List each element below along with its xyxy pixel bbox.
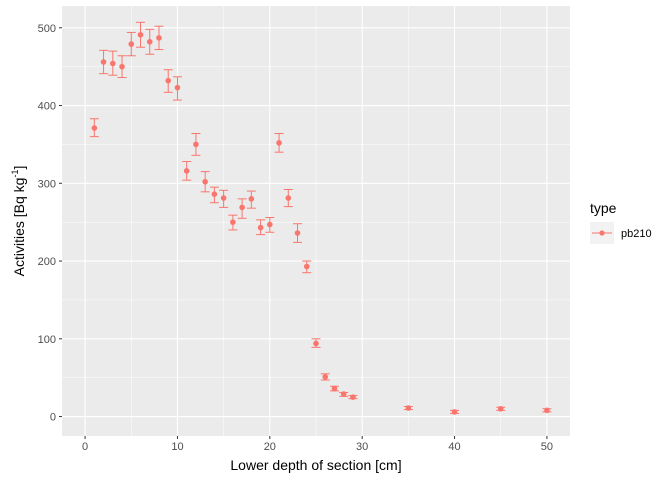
y-tick-label: 0 <box>50 412 56 424</box>
y-axis-title-main: Activities [Bq kg <box>11 178 27 277</box>
data-point <box>110 60 116 67</box>
data-point <box>165 77 172 84</box>
y-tick-label: 200 <box>38 256 56 268</box>
data-point <box>239 204 245 211</box>
data-point <box>128 41 135 47</box>
data-point <box>193 141 199 148</box>
data-point <box>156 35 162 41</box>
data-point <box>100 59 107 65</box>
y-axis-title-superscript: -1 <box>10 170 20 178</box>
legend-key-point <box>599 230 605 236</box>
data-point <box>248 196 255 202</box>
legend: type pb210 <box>590 200 652 244</box>
data-point <box>294 230 301 236</box>
legend-label-pb210: pb210 <box>621 228 652 240</box>
x-axis-title: Lower depth of section [cm] <box>230 457 401 473</box>
x-tick-label: 50 <box>541 441 553 453</box>
y-tick-label: 100 <box>38 334 56 346</box>
y-axis-title: Activities [Bq kg-1] <box>10 166 27 277</box>
data-point <box>267 221 273 228</box>
data-point <box>202 178 208 185</box>
data-point <box>322 374 329 380</box>
data-point <box>350 394 356 400</box>
data-point <box>276 140 282 146</box>
y-tick-label: 400 <box>38 101 56 113</box>
x-tick-label: 20 <box>264 441 276 453</box>
data-point <box>119 63 125 70</box>
data-point <box>303 263 310 270</box>
data-point <box>451 409 458 415</box>
data-point <box>211 191 218 197</box>
y-tick-label: 500 <box>38 23 56 35</box>
data-point <box>220 195 227 201</box>
data-point <box>340 391 347 397</box>
x-tick-label: 0 <box>82 441 88 453</box>
x-tick-label: 40 <box>448 441 460 453</box>
data-point <box>146 38 153 45</box>
y-axis-title-close: ] <box>11 166 27 170</box>
data-point <box>331 385 338 392</box>
grid-minor <box>62 6 570 436</box>
data-points <box>91 31 550 415</box>
y-tick-label: 300 <box>38 178 56 190</box>
data-point <box>257 224 264 231</box>
data-point <box>544 407 550 414</box>
data-point <box>183 168 190 174</box>
x-tick-label: 10 <box>171 441 183 453</box>
data-point <box>313 340 319 347</box>
legend-title: type <box>590 200 617 216</box>
data-point <box>405 405 412 411</box>
data-point <box>137 31 144 38</box>
grid-major <box>62 6 570 436</box>
x-tick-label: 30 <box>356 441 368 453</box>
y-axis-ticks: 0 100 200 300 400 500 <box>38 23 62 424</box>
data-point <box>497 405 504 412</box>
data-point <box>91 125 98 131</box>
data-point <box>230 219 236 225</box>
x-axis-ticks: 0 10 20 30 40 50 <box>82 436 553 453</box>
data-point <box>285 195 292 201</box>
data-point <box>174 84 181 91</box>
